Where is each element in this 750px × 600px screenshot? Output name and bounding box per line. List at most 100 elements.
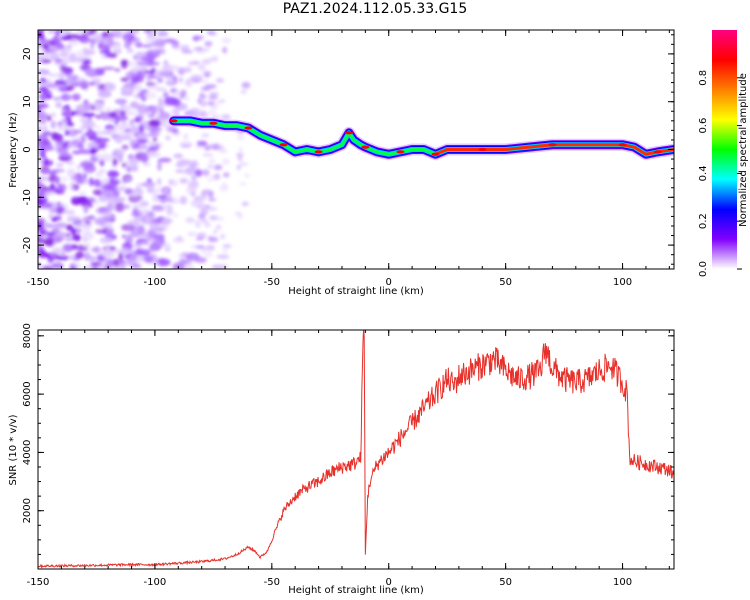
spectrogram-noise-blob — [204, 71, 211, 78]
spectrogram-noise-blob — [41, 90, 53, 95]
spectrogram-noise-blob — [133, 83, 143, 92]
spectrogram-noise-blob — [158, 40, 166, 48]
spectrogram-noise-blob — [165, 82, 175, 86]
spectrogram-noise-blob — [132, 94, 138, 98]
spectrogram-noise-blob — [149, 243, 161, 252]
spectrogram-noise-blob — [159, 237, 165, 243]
x-tick-label: -100 — [144, 277, 167, 288]
spectrogram-noise-blob — [64, 236, 73, 242]
spectrogram-noise-blob — [179, 195, 188, 205]
snr-x-label: Height of straight line (km) — [288, 585, 424, 596]
spectrogram-ridge-spot — [478, 147, 487, 152]
spectrogram-noise-blob — [126, 233, 141, 238]
spectrogram-noise-blob — [181, 50, 194, 54]
spectrogram-noise-blob — [135, 134, 146, 140]
spectrogram-noise-blob — [72, 56, 85, 63]
spectrogram-noise-blob — [48, 251, 62, 256]
spectrogram-noise-blob — [38, 106, 42, 114]
spectrogram-noise-blob — [120, 247, 131, 256]
spectrogram-noise-blob — [188, 61, 193, 66]
spectrogram-noise-blob — [79, 118, 88, 123]
spectrogram-noise-blob — [212, 55, 218, 63]
spectrogram-noise-blob — [84, 130, 98, 138]
spectrogram-noise-blob — [207, 197, 217, 202]
spectrogram-noise-blob — [172, 262, 185, 269]
spectrogram-noise-blob — [208, 92, 220, 96]
spectrogram-noise-blob — [157, 77, 163, 83]
y-tick-label: 0 — [22, 146, 33, 152]
spectrogram-noise-blob — [203, 222, 211, 228]
x-tick-label: -150 — [27, 277, 50, 288]
spectrogram-noise-blob — [84, 103, 97, 108]
spectrogram-noise-blob — [56, 125, 70, 132]
spectrogram-noise-blob — [166, 206, 174, 216]
spectrogram-noise-blob — [219, 184, 229, 192]
colorbar-tick-label: 0.0 — [698, 261, 709, 277]
spectrogram-noise-blob — [147, 132, 159, 137]
spectrogram-noise-blob — [44, 169, 59, 175]
spectrogram-noise-blob — [136, 253, 146, 263]
spectrogram-noise-blob — [94, 99, 105, 105]
spectrogram-noise-blob — [66, 224, 73, 231]
spectrogram-noise-blob — [88, 217, 101, 221]
spectrogram-noise-blob — [144, 112, 152, 116]
spectrogram-noise-blob — [195, 237, 205, 241]
spectrogram-noise-blob — [128, 137, 137, 147]
spectrogram-noise-blob — [81, 222, 93, 229]
spectrogram-noise-blob — [159, 70, 173, 77]
spectrogram-noise-blob — [41, 265, 54, 269]
spectrogram-noise-blob — [82, 173, 87, 179]
spectrogram-noise-blob — [124, 110, 137, 116]
colorbar-ticks: 0.0 0.2 0.4 0.6 0.8 — [698, 70, 742, 277]
spectrogram-noise-blob — [215, 101, 221, 105]
spectrogram-noise-blob — [74, 50, 84, 59]
spectrogram-noise-blob — [164, 39, 178, 43]
spectrogram-ridge-spot — [209, 121, 218, 125]
spectrogram-noise-blob — [42, 124, 48, 132]
spectrogram-noise-blob — [96, 255, 107, 262]
spectrogram-noise-blob — [132, 208, 139, 215]
spectrogram-noise-blob — [54, 222, 68, 229]
spectrogram-noise-blob — [107, 33, 116, 38]
spectrogram-noise-blob — [82, 236, 88, 243]
spectrogram-noise-blob — [199, 100, 208, 107]
spectrogram-noise-blob — [182, 96, 191, 101]
spectrogram-noise-blob — [134, 216, 142, 222]
spectrogram-noise-blob — [97, 104, 105, 108]
spectrogram-noise-blob — [74, 223, 85, 229]
spectrogram-noise-blob — [244, 173, 250, 178]
spectrogram-noise-blob — [80, 134, 86, 143]
spectrogram-noise-blob — [56, 146, 69, 155]
spectrogram-noise-blob — [111, 266, 126, 269]
spectrogram-noise-blob — [157, 177, 162, 186]
spectrogram-noise-blob — [240, 89, 247, 95]
spectrogram-noise-blob — [179, 178, 189, 184]
spectrogram-noise-blob — [219, 115, 226, 120]
spectrogram-noise-blob — [77, 77, 86, 81]
spectrogram-noise-blob — [163, 204, 173, 208]
spectrogram-noise-blob — [66, 168, 76, 177]
spectrogram-noise-blob — [114, 68, 121, 72]
spectrogram-noise-blob — [172, 90, 182, 98]
x-tick-label: -50 — [264, 577, 280, 588]
spectrogram-noise-blob — [142, 92, 157, 99]
spectrogram-noise-blob — [108, 180, 119, 186]
spectrogram-noise-blob — [48, 30, 54, 34]
spectrogram-noise-blob — [202, 153, 214, 157]
spectrogram-noise-blob — [201, 133, 210, 138]
spectrogram-noise-blob — [221, 37, 232, 44]
spectrogram-noise-blob — [49, 52, 59, 62]
spectrogram-noise-blob — [147, 105, 156, 109]
spectrogram-noise-blob — [177, 159, 192, 166]
colorbar-tick-label: 0.4 — [698, 165, 709, 181]
spectrogram-noise-blob — [204, 40, 213, 47]
spectrogram-noise-blob — [139, 242, 148, 246]
spectrogram-noise-blob — [239, 162, 249, 166]
spectrogram-noise-blob — [237, 212, 244, 220]
spectrogram-noise-blob — [127, 40, 133, 45]
spectrogram-noise-blob — [152, 257, 160, 267]
spectrogram-noise-blob — [195, 145, 203, 149]
spectrogram-noise-blob — [71, 227, 77, 237]
spectrogram-noise-blob — [200, 79, 210, 84]
spectrogram-noise-blob — [181, 261, 191, 265]
